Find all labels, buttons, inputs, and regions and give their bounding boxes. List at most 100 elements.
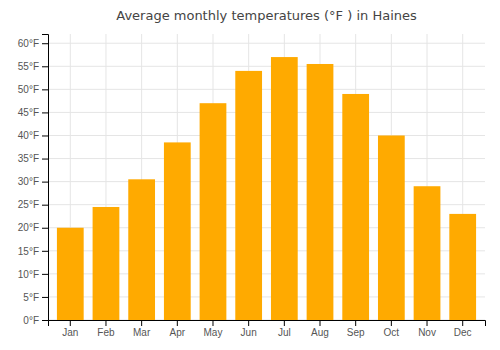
x-tick-label: Aug [311, 327, 329, 338]
x-tick: Mar [133, 320, 151, 338]
x-tick-label: Dec [454, 327, 472, 338]
y-tick-label: 40°F [18, 130, 39, 141]
x-tick-label: Oct [384, 327, 400, 338]
x-tick-label: Jun [241, 327, 257, 338]
y-tick-label: 10°F [18, 269, 39, 280]
y-grid-line [48, 66, 485, 67]
y-tick-label: 45°F [18, 107, 39, 118]
x-tick-mark [355, 320, 356, 326]
y-tick-label: 35°F [18, 153, 39, 164]
y-grid-line [48, 181, 485, 182]
bar [342, 94, 369, 320]
y-tick-mark [42, 135, 48, 136]
x-tick: Oct [384, 320, 400, 338]
bar [57, 228, 84, 320]
y-tick-mark [42, 205, 48, 206]
y-tick-mark [42, 89, 48, 90]
y-tick-mark [42, 66, 48, 67]
x-axis: Jan Feb Mar Apr May Jun Jul Aug Sep Oct Nov Dec [49, 320, 486, 338]
x-tick-label: Apr [170, 327, 186, 338]
y-tick: 55°F [18, 61, 48, 72]
x-tick-mark [391, 320, 392, 326]
y-axis-line [42, 35, 49, 321]
y-tick-mark [42, 43, 48, 44]
y-tick-mark [42, 251, 48, 252]
y-tick-mark [42, 159, 48, 160]
x-tick-mark [70, 320, 71, 326]
y-tick: 20°F [18, 222, 48, 233]
y-tick-label: 5°F [23, 292, 39, 303]
x-tick-mark [427, 320, 428, 326]
y-tick: 50°F [18, 84, 48, 95]
y-tick: 30°F [18, 176, 48, 187]
bar [200, 103, 227, 320]
y-grid-line [48, 112, 485, 113]
y-tick-mark [42, 112, 48, 113]
y-tick: 60°F [18, 38, 48, 49]
chart-svg: 0°F 5°F 10°F 15°F 20°F 25°F 30°F 35°F 40°F 45°F 50… [0, 0, 500, 350]
x-tick: Apr [170, 320, 186, 338]
y-tick-label: 25°F [18, 199, 39, 210]
y-tick-label: 20°F [18, 222, 39, 233]
chart-title: Average monthly temperatures (°F ) in Ha… [116, 8, 417, 23]
bars [57, 57, 476, 320]
x-tick-label: Sep [347, 327, 365, 338]
x-tick: Sep [347, 320, 365, 338]
x-tick-label: Mar [133, 327, 151, 338]
y-grid-line [48, 158, 485, 159]
x-tick-mark [320, 320, 321, 326]
y-tick-mark [42, 182, 48, 183]
y-tick-label: 60°F [18, 38, 39, 49]
bar [449, 214, 476, 320]
bar [378, 135, 405, 320]
y-tick-label: 0°F [23, 315, 39, 326]
chart-container: 0°F 5°F 10°F 15°F 20°F 25°F 30°F 35°F 40°F 45°F 50… [0, 0, 500, 350]
x-tick-mark [177, 320, 178, 326]
x-tick-mark [105, 320, 106, 326]
x-tick-label: May [204, 327, 223, 338]
y-tick: 15°F [18, 246, 48, 257]
y-tick-label: 55°F [18, 61, 39, 72]
bar [414, 186, 441, 320]
grid [48, 34, 485, 320]
y-tick: 35°F [18, 153, 48, 164]
y-tick-label: 50°F [18, 84, 39, 95]
y-tick-mark [42, 320, 48, 321]
y-tick: 5°F [23, 292, 48, 303]
y-tick-mark [42, 274, 48, 275]
x-tick: Jan [62, 320, 78, 338]
y-tick: 40°F [18, 130, 48, 141]
x-tick: Nov [418, 320, 436, 338]
y-grid-line [48, 135, 485, 136]
y-tick: 45°F [18, 107, 48, 118]
y-grid-line [48, 43, 485, 44]
bar [128, 179, 155, 320]
bar [235, 71, 262, 320]
y-tick-mark [42, 228, 48, 229]
bar [93, 207, 120, 320]
x-tick-label: Feb [97, 327, 115, 338]
y-tick: 0°F [23, 315, 48, 326]
bar [164, 142, 191, 320]
x-tick: Aug [311, 320, 329, 338]
x-tick-label: Jan [62, 327, 78, 338]
bar [307, 64, 334, 320]
y-tick: 25°F [18, 199, 48, 210]
x-tick-mark [141, 320, 142, 326]
y-grid-line [48, 89, 485, 90]
x-tick-mark [462, 320, 463, 326]
y-tick: 10°F [18, 269, 48, 280]
x-axis-line [49, 321, 486, 327]
x-tick-mark [284, 320, 285, 326]
x-tick: Jun [241, 320, 257, 338]
x-tick-label: Nov [418, 327, 436, 338]
bar [271, 57, 298, 320]
y-tick-label: 30°F [18, 176, 39, 187]
x-tick-mark [248, 320, 249, 326]
plot-area: 0°F 5°F 10°F 15°F 20°F 25°F 30°F 35°F 40°F 45°F 50… [18, 34, 486, 338]
x-tick: May [204, 320, 223, 338]
x-tick: Jul [278, 320, 291, 338]
y-tick-label: 15°F [18, 246, 39, 257]
x-tick: Dec [454, 320, 472, 338]
y-axis: 0°F 5°F 10°F 15°F 20°F 25°F 30°F 35°F 40°F 45°F 50… [18, 35, 49, 326]
